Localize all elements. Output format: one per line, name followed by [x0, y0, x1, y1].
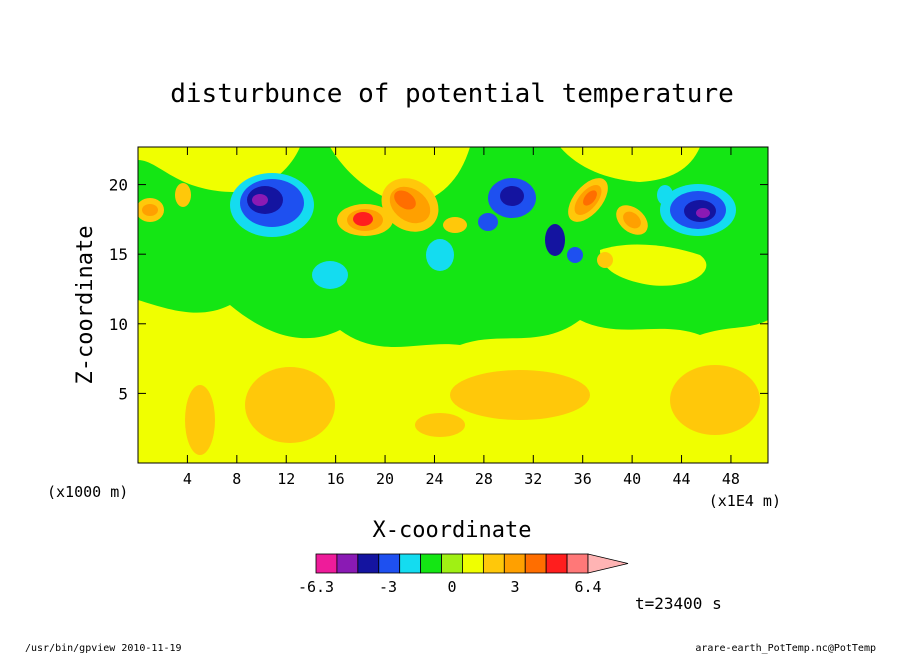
blob-navy: [545, 224, 565, 256]
blob-orange: [245, 367, 335, 443]
x-tick-label: 40: [623, 470, 641, 488]
x-tick-label: 48: [722, 470, 740, 488]
x-tick-label: 28: [475, 470, 493, 488]
colorbar-tick-label: 3: [510, 578, 519, 596]
blob-red-orange: [583, 190, 597, 206]
blob-cyan: [426, 239, 454, 271]
footer-left: /usr/bin/gpview 2010-11-19: [25, 643, 182, 654]
blob-orange: [443, 217, 467, 233]
y-axis-ticks: 5 10 15 20: [109, 176, 768, 403]
y-tick-label: 20: [109, 176, 128, 195]
blob-cyan: [657, 185, 673, 205]
colorbar-cell: [357, 553, 380, 574]
blob-red-orange: [394, 190, 416, 210]
blob-blue: [478, 213, 498, 231]
x-tick-label: 16: [327, 470, 345, 488]
colorbar-cell: [336, 553, 359, 574]
colorbar-cell: [462, 553, 484, 574]
y-axis-label: Z-coordinate: [73, 226, 98, 385]
region-right-yellow: [600, 244, 707, 286]
blob-orange: [415, 413, 465, 437]
colorbar-cell: [566, 553, 589, 574]
colorbar-cell: [315, 553, 338, 574]
x-unit-right: (x1E4 m): [709, 492, 781, 510]
plot-frame: [137, 146, 769, 464]
x-tick-label: 12: [277, 470, 295, 488]
blob-cyan: [312, 261, 348, 289]
colorbar-tick-label: 0: [447, 578, 456, 596]
blob-blue: [567, 247, 583, 263]
x-tick-label: 44: [672, 470, 690, 488]
blob-purple: [696, 208, 710, 218]
colorbar-cell: [441, 553, 463, 574]
x-tick-label: 4: [183, 470, 192, 488]
x-axis-ticks: 4 8 12 16 20 24 28 32 36 40 44 48: [183, 147, 740, 488]
blob-orange-dark: [142, 204, 158, 216]
blob-orange: [450, 370, 590, 420]
x-tick-label: 24: [425, 470, 443, 488]
y-tick-label: 10: [109, 315, 128, 334]
blob-purple: [252, 194, 268, 206]
colorbar-tick-label: -6.3: [298, 578, 334, 596]
blob-orange: [670, 365, 760, 435]
blob-orange: [597, 252, 613, 268]
x-tick-label: 8: [232, 470, 241, 488]
blob-orange: [175, 183, 191, 207]
chart-title: disturbunce of potential temperature: [170, 79, 734, 109]
colorbar: [315, 553, 629, 574]
footer-right: arare-earth_PotTemp.nc@PotTemp: [695, 643, 876, 654]
blob-orange: [185, 385, 215, 455]
x-tick-label: 20: [376, 470, 394, 488]
blob-red: [353, 212, 373, 226]
colorbar-tick-label: -3: [379, 578, 397, 596]
time-annotation: t=23400 s: [635, 594, 722, 613]
y-tick-label: 15: [109, 245, 128, 264]
x-unit-left: (x1000 m): [47, 483, 128, 501]
x-tick-label: 36: [574, 470, 592, 488]
blob-navy: [500, 186, 524, 206]
colorbar-cell: [399, 553, 422, 574]
x-axis-label: X-coordinate: [373, 518, 532, 543]
colorbar-cell: [482, 553, 505, 574]
colorbar-arrow: [587, 553, 629, 574]
region-upper-mid: [330, 147, 470, 205]
colorbar-tick-labels: -6.3 -3 0 3 6.4: [298, 578, 602, 596]
region-upper-right: [560, 147, 700, 182]
x-tick-label: 32: [524, 470, 542, 488]
colorbar-tick-label: 6.4: [574, 578, 601, 596]
field-layer: [138, 147, 768, 463]
y-tick-label: 5: [118, 384, 128, 403]
blob-orange-dark: [623, 211, 641, 229]
colorbar-cell: [378, 553, 401, 574]
colorbar-cell: [503, 553, 526, 574]
colorbar-cell: [524, 553, 547, 574]
colorbar-cell: [545, 553, 568, 574]
colorbar-cell: [420, 553, 442, 574]
